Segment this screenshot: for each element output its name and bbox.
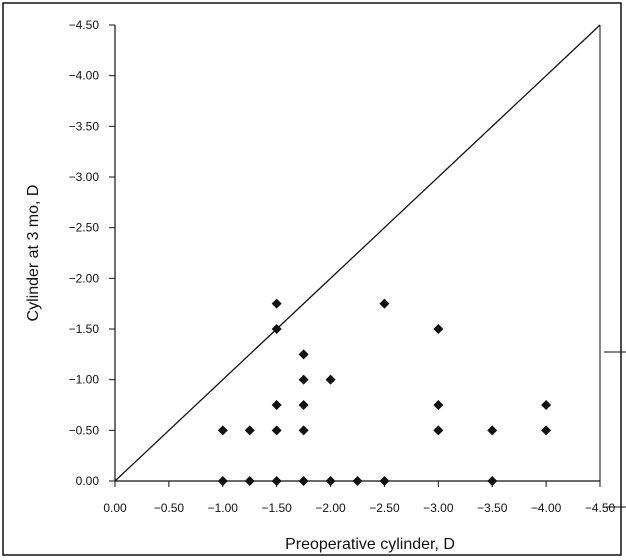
data-point — [271, 476, 282, 486]
data-point — [298, 400, 309, 410]
data-point — [244, 425, 255, 436]
x-tick-label: −1.00 — [208, 501, 239, 515]
outer-frame — [2, 2, 622, 556]
x-tick-label: −0.50 — [154, 501, 185, 515]
x-tick-label: −4.00 — [531, 501, 562, 515]
data-point — [271, 400, 282, 410]
data-point — [217, 476, 228, 486]
data-point — [298, 374, 309, 385]
data-point — [433, 425, 444, 436]
data-point — [541, 425, 552, 436]
reference-line — [114, 24, 601, 482]
y-tick-label: −4.00 — [69, 69, 100, 83]
x-tick-label: −1.50 — [261, 501, 292, 515]
data-point — [298, 425, 309, 436]
x-axis-ticks: 0.00 −0.50 −1.00 −1.50 −2.00 −2.50 −3.00 −3.50 −… — [103, 481, 616, 515]
data-point — [298, 476, 309, 486]
data-point — [487, 425, 498, 436]
x-tick-label: −3.50 — [477, 501, 508, 515]
data-point — [379, 476, 390, 486]
data-point — [379, 298, 390, 309]
data-points — [217, 298, 552, 486]
y-tick-label: −3.00 — [69, 170, 100, 184]
data-point — [487, 476, 498, 486]
data-point — [271, 324, 282, 334]
y-tick-label: −2.50 — [69, 221, 100, 235]
x-tick-label: 0.00 — [103, 501, 127, 515]
x-tick-label: −3.00 — [423, 501, 454, 515]
data-point — [325, 374, 336, 385]
y-axis-title: Cylinder at 3 mo, D — [25, 185, 42, 322]
data-point — [271, 425, 282, 436]
data-point — [271, 298, 282, 309]
y-tick-label: −4.50 — [69, 18, 100, 32]
y-tick-label: −1.50 — [69, 322, 100, 336]
data-point — [325, 476, 336, 486]
data-point — [217, 425, 228, 436]
reference-line-group — [114, 24, 601, 482]
data-point — [433, 400, 444, 410]
x-tick-label: −2.50 — [369, 501, 400, 515]
data-point — [433, 324, 444, 334]
data-point — [244, 476, 255, 486]
data-point — [352, 476, 363, 486]
y-tick-label: −3.50 — [69, 119, 100, 133]
y-tick-label: −0.50 — [69, 423, 100, 437]
data-point — [541, 400, 552, 410]
y-tick-label: 0.00 — [76, 474, 100, 488]
y-tick-label: −1.00 — [69, 373, 100, 387]
x-tick-label: −4.50 — [585, 501, 616, 515]
x-axis-title: Preoperative cylinder, D — [285, 536, 455, 553]
data-point — [298, 349, 309, 360]
y-tick-label: −2.00 — [69, 271, 100, 285]
y-axis-ticks: 0.00 −0.50 −1.00 −1.50 −2.00 −2.50 −3.00 −3.50 −… — [69, 18, 115, 488]
x-tick-label: −2.00 — [315, 501, 346, 515]
